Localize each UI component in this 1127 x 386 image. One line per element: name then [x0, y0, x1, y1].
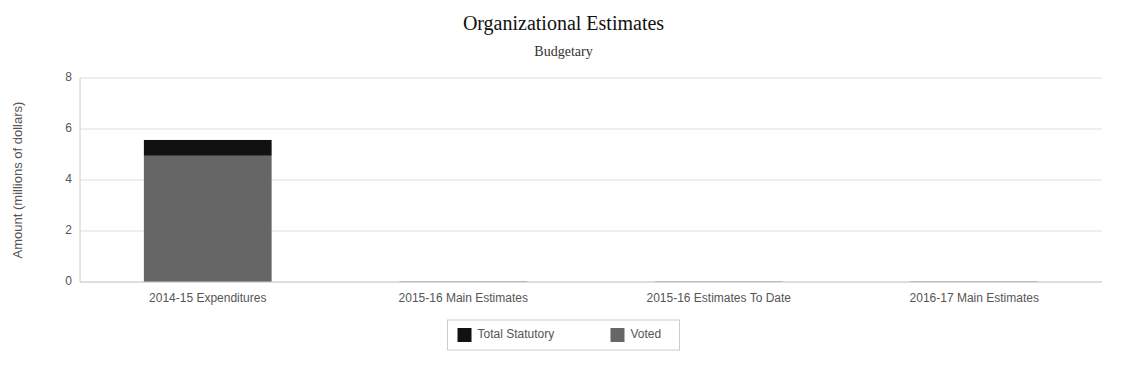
subtitle: Budgetary	[534, 44, 592, 59]
legend-label: Voted	[631, 327, 662, 341]
chart-svg: Organizational Estimates Budgetary 0 2 4 6 8 Am…	[0, 0, 1127, 386]
y-tick-label: 6	[65, 121, 72, 135]
y-axis-label: Amount (millions of dollars)	[10, 102, 25, 259]
legend-box	[448, 320, 680, 350]
x-tick-label: 2015-16 Estimates To Date	[646, 291, 791, 305]
chart-container: Organizational Estimates Budgetary 0 2 4 6 8 Am…	[0, 0, 1127, 386]
x-axis: 2014-15 Expenditures 2015-16 Main Estimat…	[149, 291, 1039, 305]
bars	[144, 140, 1038, 282]
x-tick-label: 2016-17 Main Estimates	[910, 291, 1039, 305]
legend-swatch	[458, 328, 472, 342]
legend: Total Statutory Voted	[448, 320, 680, 350]
y-tick-label: 2	[65, 223, 72, 237]
x-axis-line	[80, 282, 1102, 283]
grid-line	[80, 282, 1102, 283]
legend-swatch	[611, 328, 625, 342]
y-tick-label: 0	[65, 274, 72, 288]
grid-line	[80, 129, 1102, 130]
x-tick-label: 2014-15 Expenditures	[149, 291, 266, 305]
x-tick-label: 2015-16 Main Estimates	[399, 291, 528, 305]
title: Organizational Estimates	[463, 12, 664, 35]
legend-label: Total Statutory	[478, 327, 555, 341]
bar	[144, 140, 272, 156]
grid-line	[80, 78, 1102, 79]
y-axis: 0 2 4 6 8	[65, 70, 1102, 288]
y-tick-label: 4	[65, 172, 72, 186]
bar	[144, 156, 272, 282]
y-tick-label: 8	[65, 70, 72, 84]
y-axis-line	[80, 78, 81, 282]
background	[0, 0, 1127, 386]
